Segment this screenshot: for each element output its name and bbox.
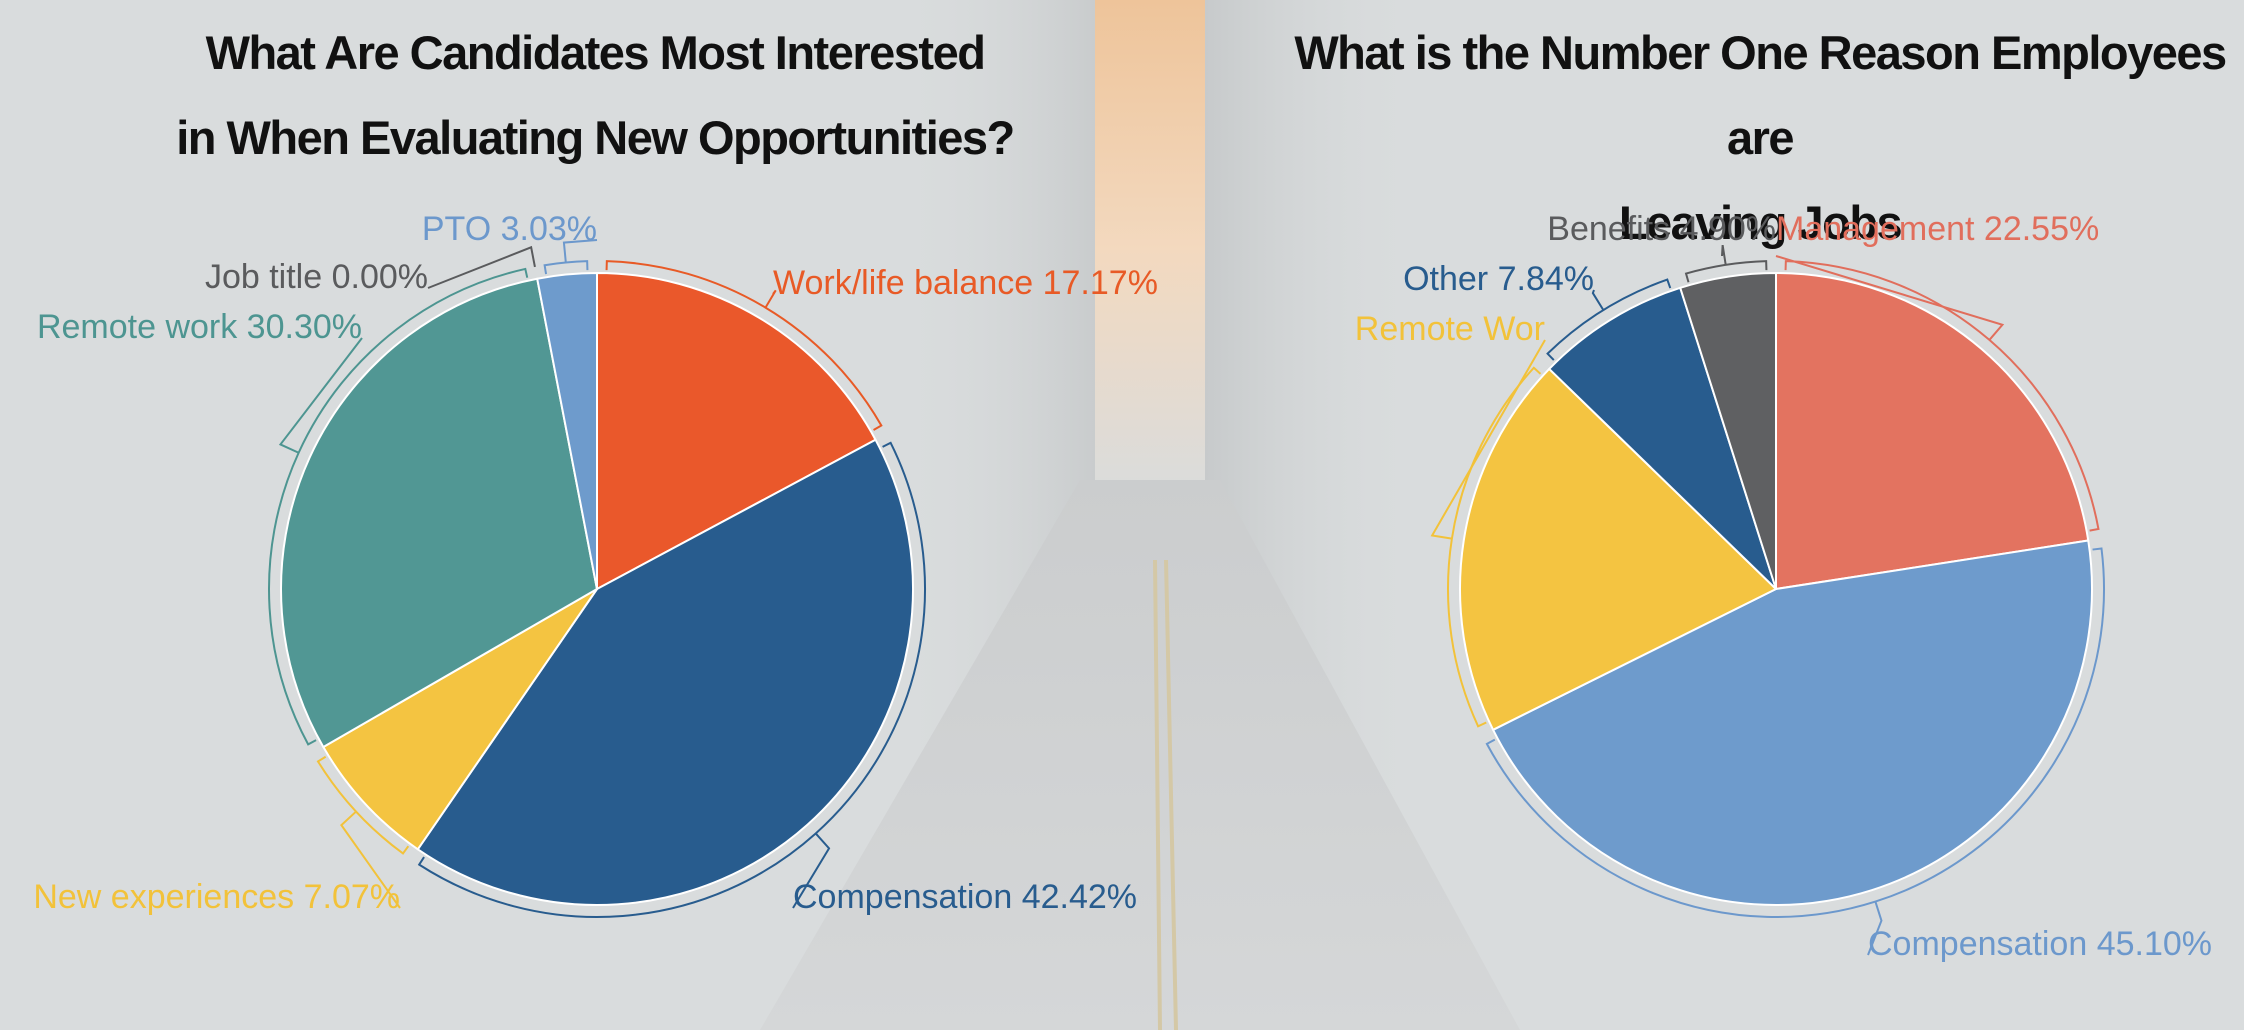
slice-benefits-label-value: 4.90% xyxy=(1670,210,1776,248)
slice-other-label: Other 7.84% xyxy=(1403,260,1594,298)
slice-job-title-label: Job title 0.00% xyxy=(205,258,428,296)
slice-benefits[interactable] xyxy=(1679,272,1777,590)
slice-management[interactable] xyxy=(1775,272,2090,590)
slice-other-label-value: 7.84% xyxy=(1488,260,1594,298)
slice-job-title-leader-line xyxy=(427,245,536,289)
slice-compensation-label-name: Compensation xyxy=(793,878,1012,916)
slice-pto-leader-line xyxy=(562,239,598,263)
slice-pto-label-name: PTO xyxy=(422,210,491,248)
slice-remote-work-bracket xyxy=(268,267,529,746)
slice-compensation-label-value: 42.42% xyxy=(1012,878,1137,916)
slice-compensation-label: Compensation 42.42% xyxy=(793,878,1137,916)
slice-remote-work[interactable] xyxy=(280,277,598,748)
slice-other-label-name: Other xyxy=(1403,260,1488,298)
slice-work-life-balance-label-name: Work/life balance xyxy=(773,264,1033,302)
slice-work-life-balance-bracket xyxy=(605,260,883,431)
slice-remote-work-label-value: 30.30% xyxy=(237,308,362,346)
slice-benefits-label: Benefits 4.90% xyxy=(1547,210,1776,248)
slice-management-label-value: 22.55% xyxy=(1974,210,2099,248)
slice-compensation-bracket xyxy=(417,441,926,918)
slice-compensation-bracket xyxy=(1485,547,2105,918)
slice-pto-bracket xyxy=(543,260,589,275)
slice-work-life-balance[interactable] xyxy=(596,272,877,590)
slice-management-label-name: Management xyxy=(1776,210,1975,248)
slice-compensation[interactable] xyxy=(416,438,914,906)
slice-other-leader-line xyxy=(1591,289,1605,311)
slice-remote-work-label-name: Remote work xyxy=(37,308,238,346)
slice-new-experiences-label: New experiences 7.07% xyxy=(33,878,400,916)
left-chart-title-line-2: in When Evaluating New Opportunities? xyxy=(176,111,1015,164)
slice-compensation-label-value: 45.10% xyxy=(2087,925,2212,963)
left-chart-title: What Are Candidates Most Interested in W… xyxy=(150,10,1040,180)
slice-remote-work-leader-line xyxy=(278,337,363,454)
slice-remote-wor-label-name: Remote Wor xyxy=(1355,310,1545,348)
slice-work-life-balance-label-value: 17.17% xyxy=(1033,264,1158,302)
slice-job-title-label-name: Job title xyxy=(205,258,322,296)
slice-benefits-label-name: Benefits xyxy=(1547,210,1670,248)
slice-other-bracket xyxy=(1546,278,1672,361)
slice-compensation[interactable] xyxy=(1492,539,2093,906)
slice-work-life-balance-leader-line xyxy=(764,289,777,309)
slice-new-experiences-bracket xyxy=(316,755,410,855)
slice-pto[interactable] xyxy=(536,272,598,590)
slice-other[interactable] xyxy=(1548,286,1777,590)
slice-remote-wor[interactable] xyxy=(1459,367,1777,731)
slice-compensation-leader-line xyxy=(1867,901,1883,956)
slice-benefits-bracket xyxy=(1684,260,1768,283)
slice-benefits-leader-line xyxy=(1721,244,1727,266)
right-chart-title: What is the Number One Reason Employees … xyxy=(1290,10,2230,265)
slice-compensation-leader-line xyxy=(792,832,831,909)
left-chart-title-line-1: What Are Candidates Most Interested xyxy=(205,26,986,79)
slice-new-experiences-label-value: 7.07% xyxy=(294,878,400,916)
slice-remote-wor-leader-line xyxy=(1430,339,1546,540)
slice-compensation-label: Compensation 45.10% xyxy=(1868,925,2212,963)
slice-work-life-balance-label: Work/life balance 17.17% xyxy=(773,264,1158,302)
slice-new-experiences-leader-line xyxy=(340,810,401,909)
right-chart-title-line-1: What is the Number One Reason Employees … xyxy=(1294,26,2227,164)
slice-job-title-label-value: 0.00% xyxy=(322,258,428,296)
slice-management-leader-line xyxy=(1775,255,2005,341)
slice-remote-wor-label: Remote Wor xyxy=(1355,310,1545,348)
slice-pto-label-value: 3.03% xyxy=(491,210,597,248)
slice-pto-label: PTO 3.03% xyxy=(422,210,597,248)
slice-new-experiences[interactable] xyxy=(322,588,598,851)
slice-management-label: Management 22.55% xyxy=(1776,210,2099,248)
slice-new-experiences-label-name: New experiences xyxy=(33,878,294,916)
slice-compensation-label-name: Compensation xyxy=(1868,925,2087,963)
right-chart-title-line-2: Leaving Jobs xyxy=(1618,196,1903,249)
slice-remote-work-label: Remote work 30.30% xyxy=(37,308,362,346)
